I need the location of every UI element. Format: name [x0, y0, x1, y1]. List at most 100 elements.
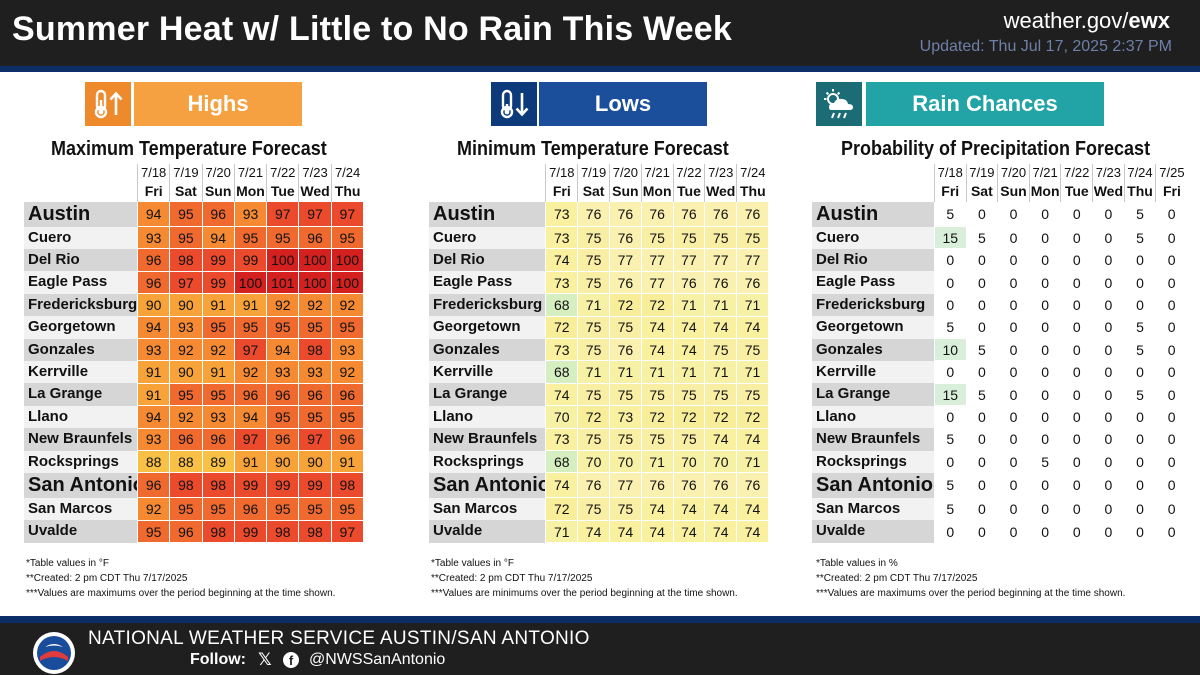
rain-table: 7/18 7/19 7/20 7/21 7/22 7/23 7/24 7/25 Fri Sat Su…: [812, 164, 1188, 544]
forecast-value: 71: [736, 293, 769, 317]
forecast-value: 74: [640, 315, 674, 340]
city-name: Llano: [429, 405, 546, 429]
forecast-value: 98: [169, 472, 203, 499]
forecast-value: 0: [965, 315, 999, 340]
date-header-row: 7/18 7/19 7/20 7/21 7/22 7/23 7/24: [429, 164, 769, 182]
city-name: Rocksprings: [24, 450, 138, 473]
forecast-value: 0: [1060, 201, 1094, 227]
facebook-icon[interactable]: f: [283, 652, 299, 668]
forecast-value: 0: [1028, 270, 1062, 295]
forecast-value: 75: [577, 248, 610, 272]
forecast-value: 94: [201, 225, 235, 250]
city-name: Gonzales: [812, 338, 935, 361]
weekday-label: Mon: [640, 182, 674, 202]
forecast-value: 0: [1060, 405, 1094, 429]
forecast-value: 76: [608, 270, 642, 295]
forecast-value: 90: [169, 293, 203, 317]
forecast-value: 88: [169, 450, 203, 474]
forecast-value: 99: [233, 248, 268, 272]
date-label: 7/18: [545, 164, 578, 182]
forecast-value: 95: [201, 315, 235, 340]
rain-notes: *Table values in % **Created: 2 pm CDT Th…: [816, 556, 1125, 601]
forecast-value: 91: [136, 360, 171, 384]
forecast-value: 96: [298, 382, 332, 407]
footnote: *Table values in %: [816, 558, 898, 569]
forecast-value: 0: [997, 497, 1030, 521]
forecast-value: 98: [201, 472, 235, 499]
forecast-value: 77: [672, 248, 706, 272]
forecast-value: 0: [1092, 360, 1125, 384]
forecast-value: 94: [233, 405, 268, 429]
social-handle[interactable]: @NWSSanAntonio: [309, 651, 446, 668]
weekday-label: Wed: [704, 182, 737, 202]
city-name: Eagle Pass: [812, 271, 935, 294]
forecast-value: 0: [965, 472, 999, 499]
forecast-value: 0: [997, 201, 1030, 227]
forecast-value: 0: [1028, 519, 1062, 544]
forecast-value: 90: [298, 450, 332, 474]
weekday-label: Thu: [330, 182, 364, 202]
forecast-value: 95: [169, 201, 203, 227]
forecast-value: 0: [1028, 315, 1062, 340]
forecast-value: 0: [1092, 382, 1125, 407]
forecast-value: 0: [1060, 248, 1094, 272]
forecast-value: 0: [997, 405, 1030, 429]
forecast-value: 71: [608, 360, 642, 384]
table-row: Cuero 93 95 94 95 95 96 95: [24, 225, 365, 250]
city-name: Del Rio: [24, 248, 138, 272]
city-name: Uvalde: [812, 520, 935, 543]
forecast-value: 0: [1060, 497, 1094, 521]
date-label: 7/19: [965, 164, 998, 182]
forecast-value: 75: [608, 315, 642, 340]
forecast-value: 0: [1028, 248, 1062, 272]
forecast-value: 74: [736, 519, 769, 544]
forecast-value: 76: [672, 201, 706, 227]
rain-panel: Rain Chances Probability of Precipitatio…: [812, 72, 1190, 616]
forecast-value: 95: [298, 315, 332, 340]
forecast-value: 74: [672, 519, 706, 544]
forecast-value: 0: [965, 201, 999, 227]
updated-timestamp: Updated: Thu Jul 17, 2025 2:37 PM: [919, 38, 1172, 55]
forecast-value: 0: [1060, 225, 1094, 250]
table-row: San Marcos 92 95 95 96 95 95 95: [24, 497, 365, 521]
forecast-value: 100: [298, 270, 332, 295]
forecast-value: 93: [298, 360, 332, 384]
forecast-value: 93: [136, 225, 171, 250]
site-link[interactable]: weather.gov/ewx: [1004, 8, 1170, 34]
weekday-label: Tue: [266, 182, 299, 202]
city-name: Uvalde: [24, 520, 138, 543]
header-corner: [24, 182, 138, 202]
city-name: La Grange: [24, 383, 138, 406]
forecast-value: 0: [997, 427, 1030, 452]
forecast-value: 91: [201, 360, 235, 384]
table-row: La Grange 91 95 95 96 96 96 96: [24, 382, 365, 407]
header-corner: [429, 182, 546, 202]
forecast-value: 99: [266, 472, 300, 499]
forecast-value: 0: [997, 382, 1030, 407]
forecast-value: 72: [545, 497, 579, 521]
forecast-value: 0: [933, 360, 967, 384]
forecast-value: 74: [672, 338, 706, 362]
thermometer-down-icon: [491, 82, 537, 126]
city-name: Fredericksburg: [24, 293, 138, 317]
forecast-value: 0: [933, 293, 967, 317]
forecast-value: 0: [1028, 497, 1062, 521]
weekday-label: Sun: [608, 182, 642, 202]
forecast-value: 96: [266, 382, 300, 407]
rain-chart-title: Probability of Precipitation Forecast: [841, 138, 1151, 160]
table-row: Rocksprings 68 70 70 71 70 70 71: [429, 450, 769, 474]
table-row: Georgetown 94 93 95 95 95 95 95: [24, 315, 365, 340]
forecast-value: 94: [136, 201, 171, 227]
weekday-label: Fri: [933, 182, 967, 202]
table-row: Llano 94 92 93 94 95 95 95: [24, 405, 365, 429]
x-logo-icon[interactable]: 𝕏: [258, 650, 272, 669]
city-name: San Marcos: [24, 497, 138, 521]
forecast-value: 71: [736, 450, 769, 474]
footnote: **Created: 2 pm CDT Thu 7/17/2025: [431, 573, 593, 584]
forecast-value: 0: [965, 293, 999, 317]
forecast-value: 0: [1123, 360, 1157, 384]
date-label: 7/22: [266, 164, 299, 182]
city-name: San Antonio: [812, 472, 935, 498]
forecast-value: 68: [545, 293, 579, 317]
forecast-value: 0: [1028, 293, 1062, 317]
